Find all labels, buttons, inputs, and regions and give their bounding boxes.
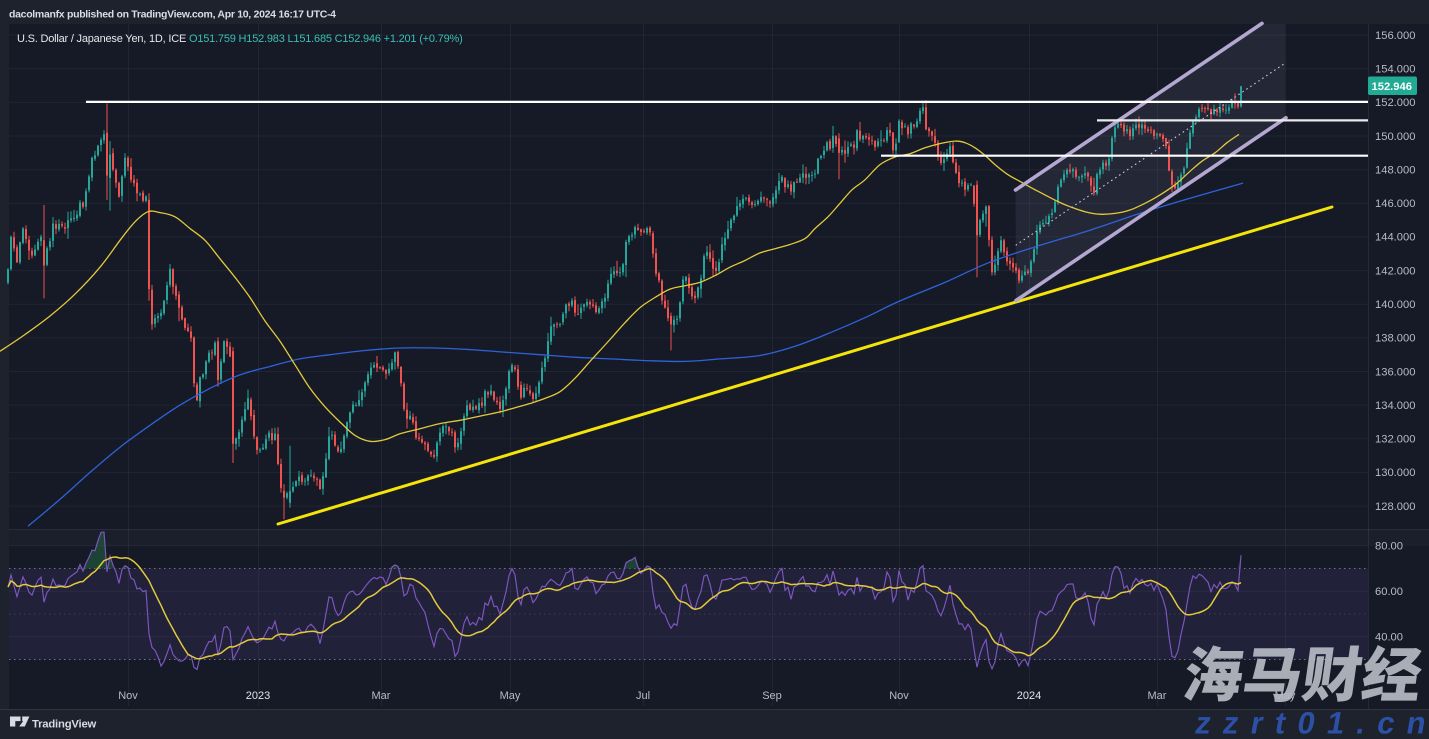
svg-text:zzrt01.cn: zzrt01.cn xyxy=(1193,706,1429,739)
svg-text:Nov: Nov xyxy=(889,690,909,702)
svg-text:140.000: 140.000 xyxy=(1375,299,1415,311)
svg-text:152.000: 152.000 xyxy=(1375,97,1415,109)
svg-text:154.000: 154.000 xyxy=(1375,64,1415,76)
svg-text:150.000: 150.000 xyxy=(1375,131,1415,143)
svg-text:U.S. Dollar / Japanese Yen, 1D: U.S. Dollar / Japanese Yen, 1D, ICE O151… xyxy=(17,33,463,45)
svg-text:2023: 2023 xyxy=(246,690,270,702)
svg-text:Sep: Sep xyxy=(762,690,782,702)
svg-text:May: May xyxy=(500,690,521,702)
svg-text:136.000: 136.000 xyxy=(1375,366,1415,378)
svg-text:142.000: 142.000 xyxy=(1375,265,1415,277)
svg-text:Mar: Mar xyxy=(372,690,391,702)
svg-text:156.000: 156.000 xyxy=(1375,30,1415,42)
svg-text:2024: 2024 xyxy=(1017,690,1041,702)
svg-text:134.000: 134.000 xyxy=(1375,400,1415,412)
svg-text:Jul: Jul xyxy=(636,690,650,702)
svg-text:130.000: 130.000 xyxy=(1375,467,1415,479)
svg-text:152.946: 152.946 xyxy=(1372,81,1412,93)
svg-text:148.000: 148.000 xyxy=(1375,165,1415,177)
svg-text:128.000: 128.000 xyxy=(1375,501,1415,513)
svg-text:Nov: Nov xyxy=(118,690,138,702)
svg-text:TradingView: TradingView xyxy=(32,719,97,731)
svg-text:144.000: 144.000 xyxy=(1375,232,1415,244)
svg-text:138.000: 138.000 xyxy=(1375,333,1415,345)
svg-text:60.00: 60.00 xyxy=(1375,586,1403,598)
svg-text:dacolmanfx published on Tradin: dacolmanfx published on TradingView.com,… xyxy=(9,9,336,21)
svg-text:Mar: Mar xyxy=(1148,690,1167,702)
svg-text:40.00: 40.00 xyxy=(1375,632,1403,644)
svg-text:132.000: 132.000 xyxy=(1375,434,1415,446)
svg-text:146.000: 146.000 xyxy=(1375,198,1415,210)
svg-text:80.00: 80.00 xyxy=(1375,541,1403,553)
